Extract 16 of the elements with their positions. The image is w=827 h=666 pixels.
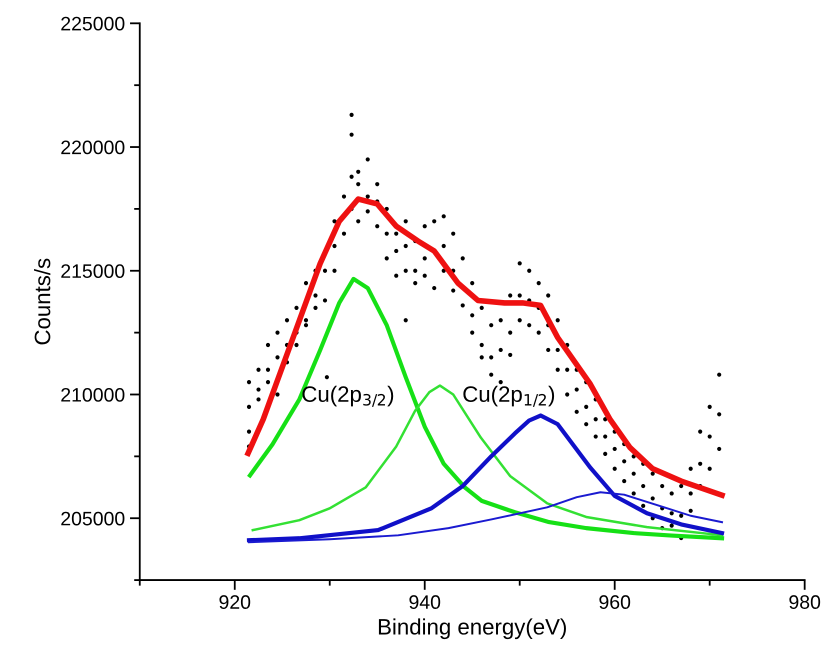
x-tick-label: 940 (409, 595, 440, 609)
y-axis-title: Counts/s (34, 258, 50, 344)
x-tick-label: 980 (789, 595, 820, 609)
x-tick-label: 920 (219, 595, 250, 609)
line-series (248, 276, 724, 540)
annotation: Cu(2p$_{3/2}$) (302, 386, 394, 407)
line-series (252, 384, 724, 537)
x-tick-label: 960 (599, 595, 630, 609)
line-series (246, 413, 724, 542)
y-tick-label: 225000 (61, 16, 124, 31)
annotation: Cu(2p$_{1/2}$) (463, 386, 554, 407)
y-tick-label: 215000 (61, 264, 124, 278)
y-tick-label: 210000 (61, 388, 124, 402)
y-tick-label: 205000 (61, 512, 124, 526)
y-tick-label: 220000 (61, 140, 124, 154)
x-axis-title: Binding energy(eV) (378, 618, 566, 640)
